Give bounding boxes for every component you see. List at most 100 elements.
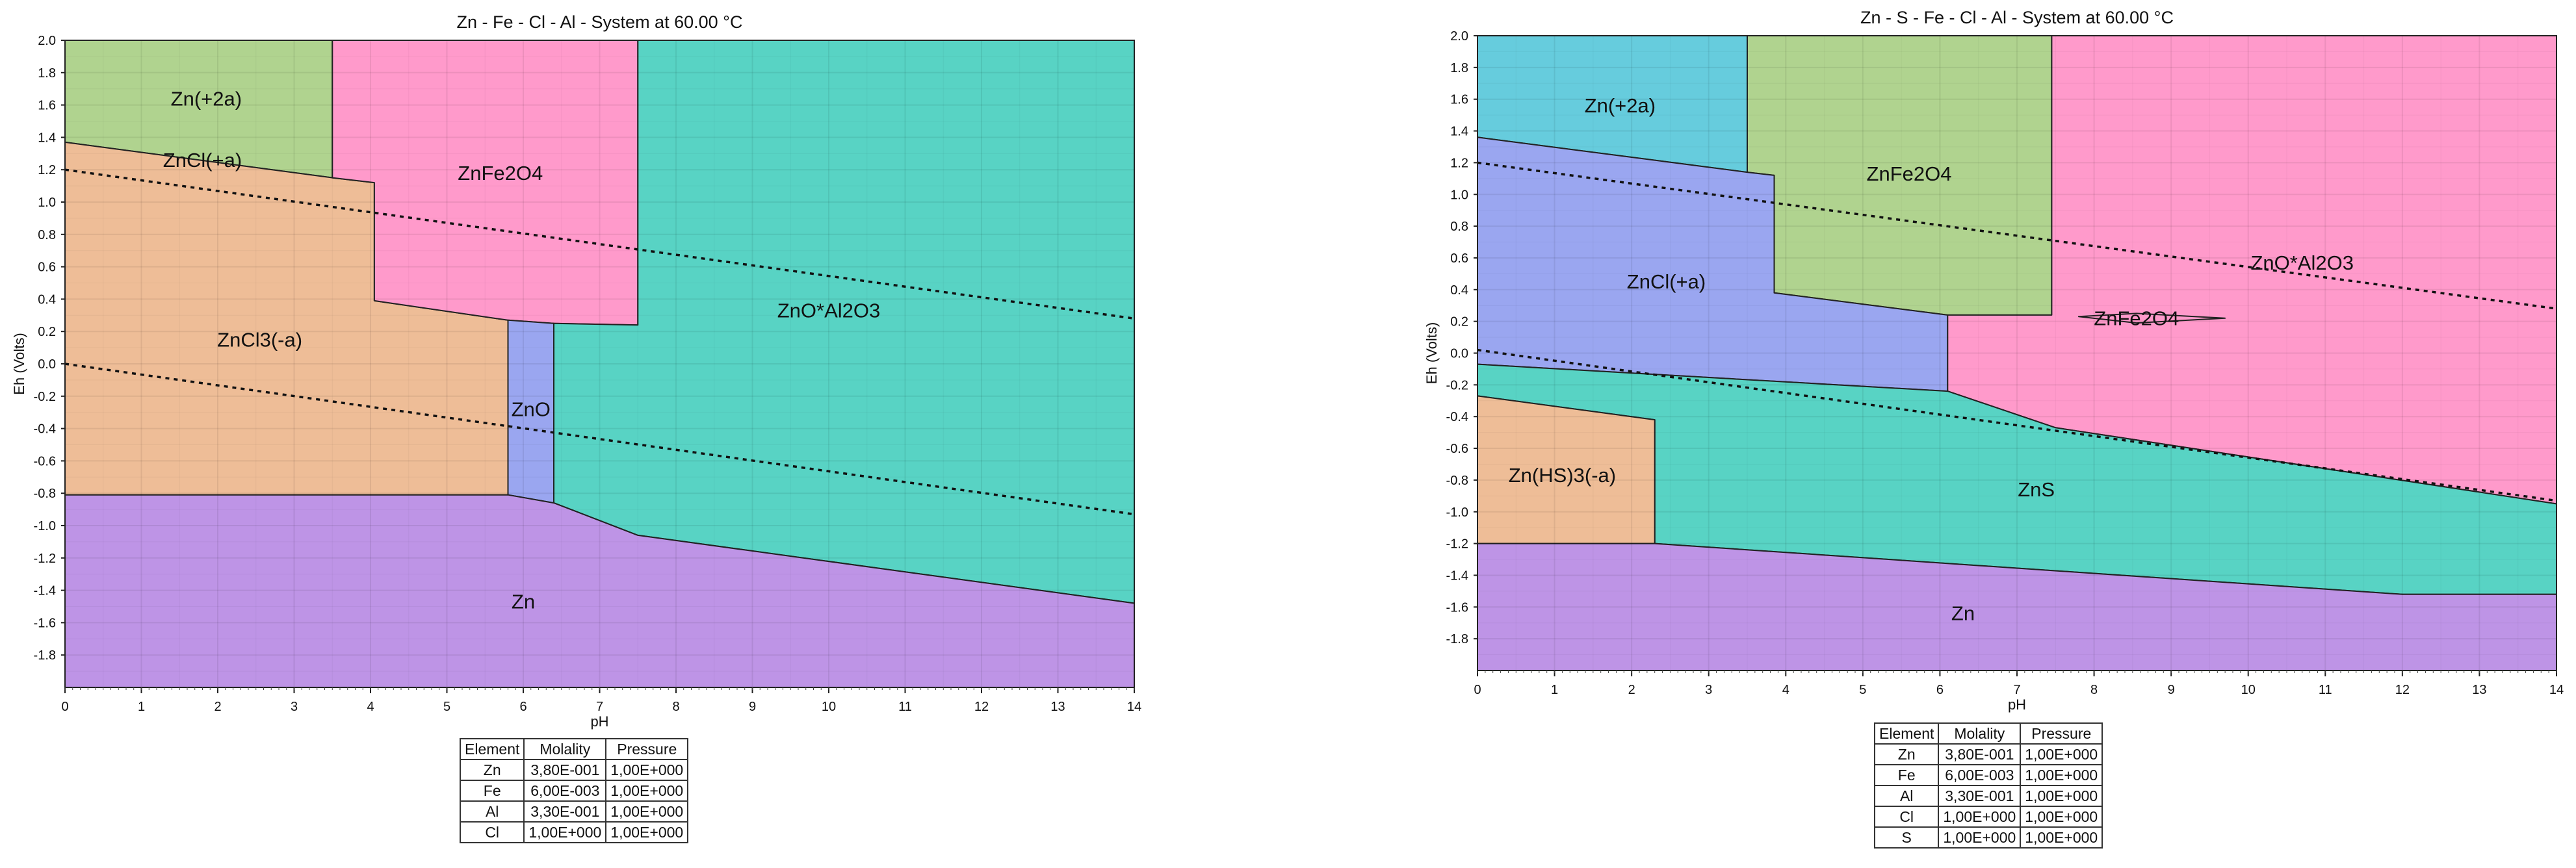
region-label: ZnCl(+a) — [163, 149, 242, 172]
composition-table-left: Element Molality Pressure Zn 3,80E-001 1… — [459, 738, 689, 843]
table-cell: Al — [459, 800, 525, 823]
table-header-cell: Pressure — [605, 738, 689, 760]
y-tick-label: 0.8 — [38, 228, 56, 242]
table-header-row: Element Molality Pressure — [459, 738, 689, 760]
y-tick-label: 1.0 — [38, 196, 56, 210]
region-label: ZnFe2O4 — [458, 162, 543, 185]
table-cell: Zn — [459, 759, 525, 781]
y-tick-label: 0.4 — [1450, 283, 1468, 298]
region-label: ZnO*Al2O3 — [2250, 251, 2354, 274]
x-tick-label: 0 — [1474, 683, 1481, 697]
y-tick-label: -1.8 — [34, 648, 56, 663]
x-tick-label: 11 — [898, 700, 912, 714]
x-tick-label: 4 — [1782, 683, 1789, 697]
y-tick-label: 1.4 — [38, 131, 56, 145]
x-tick-label: 11 — [2319, 683, 2332, 697]
table-cell: 3,30E-001 — [523, 800, 607, 823]
water-line-lower — [1477, 348, 2557, 502]
y-tick-label: -1.6 — [34, 616, 56, 630]
y-tick-label: 1.2 — [1450, 156, 1468, 170]
y-tick-label: -1.2 — [34, 552, 56, 566]
table-cell: 1,00E+000 — [605, 821, 689, 843]
region-label: ZnFe2O4 — [2094, 307, 2179, 329]
table-cell: 1,00E+000 — [2020, 785, 2103, 807]
x-tick-label: 7 — [596, 700, 603, 714]
table-row: Cl 1,00E+000 1,00E+000 — [1873, 806, 2103, 828]
chart-title: Zn - S - Fe - Cl - Al - System at 60.00 … — [1860, 8, 2174, 27]
x-tick-label: 0 — [61, 700, 68, 714]
table-cell: Al — [1873, 785, 1940, 807]
table-row: S 1,00E+000 1,00E+000 — [1873, 826, 2103, 849]
x-tick-label: 9 — [2168, 683, 2175, 697]
y-tick-label: 0.6 — [1450, 251, 1468, 266]
y-tick-label: 0.0 — [38, 357, 56, 372]
x-tick-label: 5 — [443, 700, 450, 714]
x-tick-label: 5 — [1859, 683, 1866, 697]
y-tick-label: 1.4 — [1450, 125, 1468, 139]
table-row: Cl 1,00E+000 1,00E+000 — [459, 821, 689, 843]
water-line-lower — [64, 363, 1135, 516]
y-tick-label: -0.6 — [34, 454, 56, 468]
x-tick-label: 9 — [749, 700, 756, 714]
y-axis-label: Eh (Volts) — [11, 333, 27, 394]
region-label: ZnCl(+a) — [1627, 270, 1706, 293]
table-cell: Zn — [1873, 743, 1940, 765]
y-tick-label: -0.2 — [1446, 378, 1468, 392]
x-tick-label: 10 — [822, 700, 836, 714]
x-tick-label: 8 — [2090, 683, 2098, 697]
x-tick-label: 6 — [1936, 683, 1944, 697]
y-tick-label: 0.6 — [38, 261, 56, 275]
y-tick-label: -0.6 — [1446, 442, 1468, 456]
x-tick-label: 13 — [2472, 683, 2486, 697]
table-cell: 1,00E+000 — [605, 759, 689, 781]
region-label: Zn — [512, 591, 535, 613]
x-axis-label: pH — [2008, 696, 2026, 713]
y-tick-label: -0.2 — [34, 390, 56, 404]
y-tick-label: -1.4 — [34, 584, 56, 598]
y-tick-label: 1.6 — [1450, 93, 1468, 107]
region-label: ZnO — [512, 398, 551, 420]
region-label: Zn(HS)3(-a) — [1509, 464, 1616, 487]
region-label: Zn(+2a) — [171, 87, 242, 110]
x-tick-label: 3 — [1705, 683, 1712, 697]
y-tick-label: -0.4 — [1446, 410, 1468, 424]
table-cell: Fe — [459, 780, 525, 802]
table-cell: 1,00E+000 — [523, 821, 607, 843]
table-cell: 1,00E+000 — [1938, 806, 2022, 828]
table-row: Zn 3,80E-001 1,00E+000 — [459, 759, 689, 781]
y-tick-label: 0.0 — [1450, 347, 1468, 361]
composition-table-right: Element Molality Pressure Zn 3,80E-001 1… — [1873, 722, 2103, 849]
region-znfe2o4 — [2077, 313, 2226, 324]
table-header-row: Element Molality Pressure — [1873, 722, 2103, 745]
table-cell: 1,00E+000 — [2020, 743, 2103, 765]
table-cell: 1,00E+000 — [605, 780, 689, 802]
table-cell: 3,30E-001 — [1938, 785, 2022, 807]
y-tick-label: -0.4 — [34, 422, 56, 437]
chart-title: Zn - Fe - Cl - Al - System at 60.00 °C — [457, 12, 743, 32]
x-tick-label: 6 — [519, 700, 527, 714]
y-tick-label: 1.0 — [1450, 188, 1468, 202]
y-tick-label: 0.2 — [38, 325, 56, 339]
x-tick-label: 2 — [214, 700, 221, 714]
water-line-upper — [64, 168, 1135, 320]
x-tick-label: 8 — [672, 700, 679, 714]
table-row: Zn 3,80E-001 1,00E+000 — [1873, 743, 2103, 765]
x-tick-label: 12 — [974, 700, 989, 714]
y-tick-label: -0.8 — [1446, 474, 1468, 488]
y-tick-label: 1.2 — [38, 163, 56, 177]
x-tick-label: 12 — [2395, 683, 2410, 697]
region-label: Zn(+2a) — [1585, 94, 1656, 117]
y-tick-label: 1.8 — [38, 66, 56, 81]
table-cell: 1,00E+000 — [1938, 826, 2022, 849]
x-axis-label: pH — [590, 713, 608, 730]
table-cell: 1,00E+000 — [2020, 826, 2103, 849]
x-tick-label: 4 — [367, 700, 374, 714]
y-tick-label: -0.8 — [34, 487, 56, 501]
table-row: Al 3,30E-001 1,00E+000 — [459, 800, 689, 823]
y-tick-label: 0.4 — [38, 292, 56, 307]
y-axis-label: Eh (Volts) — [1424, 322, 1440, 384]
y-tick-label: -1.2 — [1446, 537, 1468, 552]
y-tick-label: 0.2 — [1450, 315, 1468, 329]
